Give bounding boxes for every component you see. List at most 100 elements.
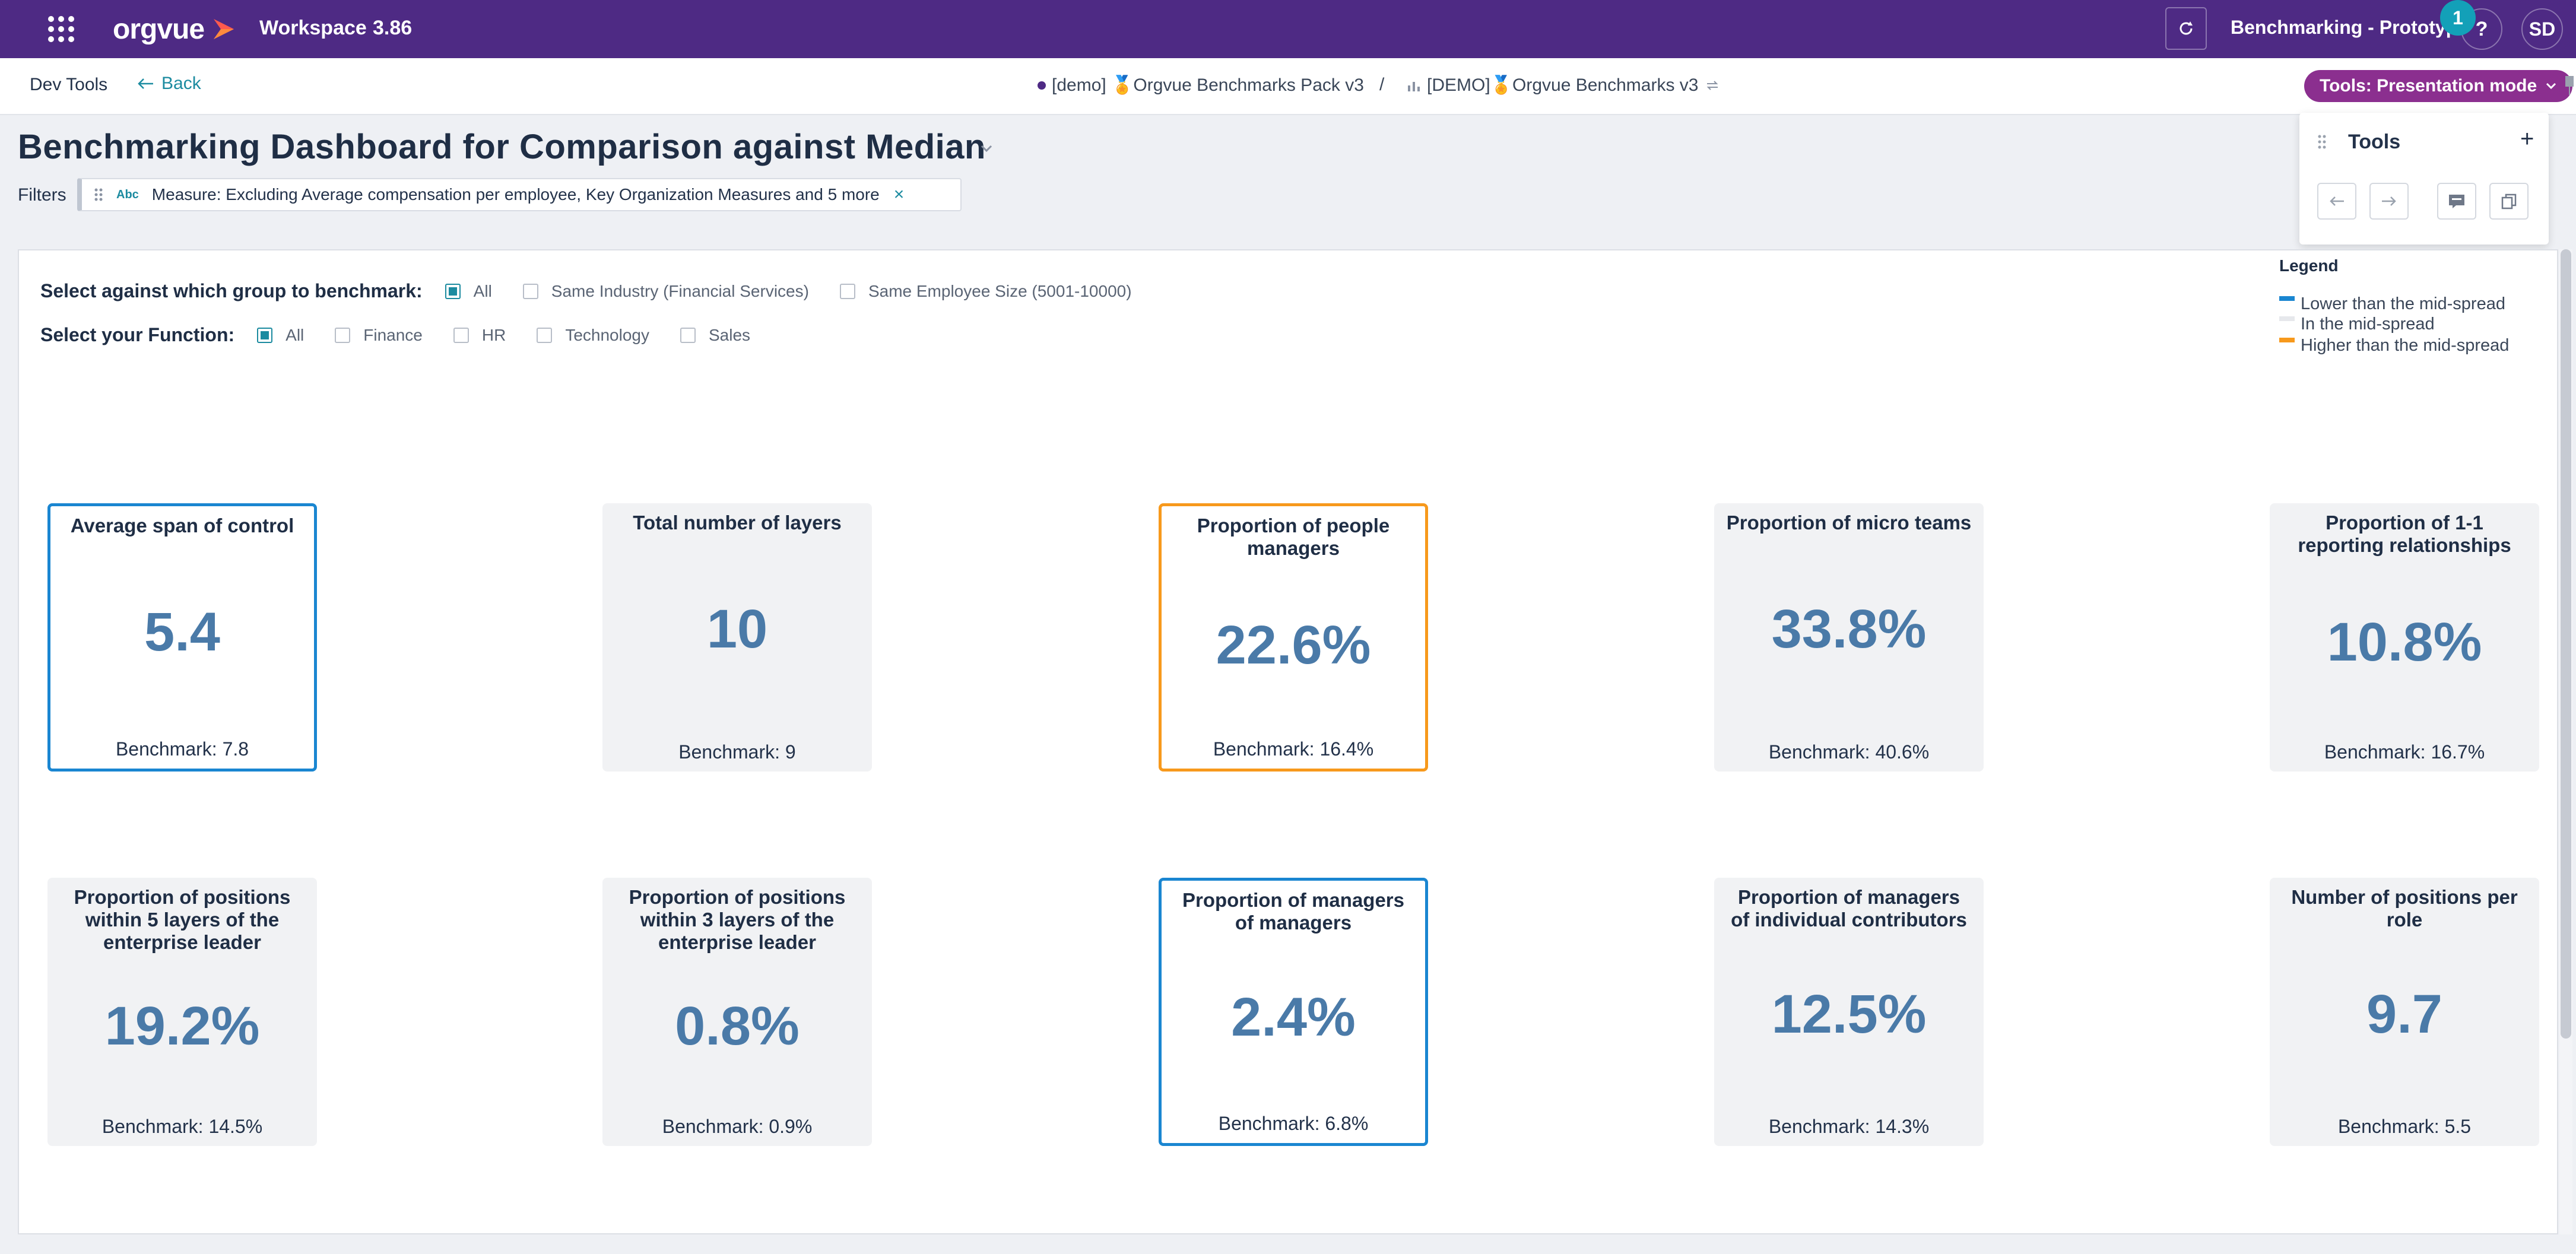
legend-swatch [2279, 316, 2295, 321]
kpi-card-title: Proportion of 1-1 reporting relationship… [2298, 512, 2511, 556]
title-chevron-down-icon[interactable] [978, 140, 995, 157]
tools-mode-label: Tools: Presentation mode [2320, 76, 2537, 96]
kpi-card[interactable]: Proportion of micro teams 33.8% Benchmar… [1714, 503, 1984, 772]
kpi-card-benchmark: Benchmark: 7.8 [115, 738, 249, 760]
group-option-checkbox[interactable] [839, 283, 855, 299]
function-option-checkbox[interactable] [453, 327, 469, 343]
tools-mode-dropdown[interactable]: Tools: Presentation mode [2304, 70, 2573, 102]
previous-button[interactable] [2317, 183, 2356, 220]
text-type-icon: Abc [116, 188, 139, 201]
function-option-checkbox[interactable] [680, 327, 696, 343]
copy-icon [2501, 193, 2517, 209]
separator-label: / [1379, 75, 1385, 94]
app-grid-icon[interactable] [46, 14, 76, 44]
kpi-card-title: Proportion of micro teams [1726, 512, 1972, 534]
kpi-card-value: 10 [706, 599, 768, 659]
function-option-checkbox[interactable] [335, 327, 351, 343]
help-label: ? [2475, 17, 2488, 40]
kpi-card[interactable]: Average span of control 5.4 Benchmark: 7… [47, 503, 317, 772]
kpi-card-value: 10.8% [2327, 612, 2482, 672]
arrow-left-icon [138, 78, 153, 89]
kpi-card-title: Proportion of positions within 3 layers … [629, 886, 846, 953]
function-option-label[interactable]: Finance [363, 325, 423, 344]
kpi-card-title: Proportion of people managers [1197, 515, 1390, 559]
comment-icon [2449, 195, 2464, 208]
breadcrumb-view[interactable]: [DEMO]🏅Orgvue Benchmarks v3 [1407, 75, 1720, 96]
back-label: Back [161, 74, 201, 93]
sync-icon[interactable] [1705, 78, 1720, 93]
kpi-card-title: Average span of control [70, 515, 294, 536]
function-option-checkbox[interactable] [257, 327, 273, 343]
kpi-card-title: Proportion of positions within 5 layers … [74, 886, 291, 953]
group-option-label[interactable]: All [473, 281, 492, 300]
group-option-checkbox[interactable] [522, 283, 538, 299]
kpi-card[interactable]: Proportion of positions within 5 layers … [47, 878, 317, 1146]
drag-handle-icon[interactable] [94, 188, 103, 202]
kpi-card-title: Number of positions per role [2291, 886, 2518, 931]
filters-label: Filters [18, 185, 66, 205]
copy-button[interactable] [2489, 183, 2529, 220]
kpi-card-value: 19.2% [104, 996, 260, 1056]
kpi-card-benchmark: Benchmark: 40.6% [1768, 741, 1930, 763]
kpi-card[interactable]: Proportion of managers of individual con… [1714, 878, 1984, 1146]
kpi-card-title: Proportion of managers of individual con… [1731, 886, 1967, 931]
measure-filter-chip[interactable]: Abc Measure: Excluding Average compensat… [77, 178, 962, 211]
add-tool-icon[interactable]: + [2520, 126, 2534, 152]
kpi-card-benchmark: Benchmark: 6.8% [1218, 1113, 1369, 1134]
kpi-card-value: 9.7 [2366, 984, 2442, 1045]
function-option-label[interactable]: Sales [709, 325, 751, 344]
dev-tools-link[interactable]: Dev Tools [30, 75, 108, 94]
legend-label: In the mid-spread [2301, 315, 2435, 334]
benchmark-group-label: Select against which group to benchmark: [40, 280, 423, 301]
comment-button[interactable] [2437, 183, 2476, 220]
workspace-title[interactable]: Workspace [259, 17, 367, 39]
kpi-card[interactable]: Total number of layers 10 Benchmark: 9 [602, 503, 872, 772]
legend-label: Lower than the mid-spread [2301, 294, 2505, 313]
kpi-card-title: Total number of layers [633, 512, 842, 534]
legend-item-lower: Lower than the mid-spread [2279, 294, 2505, 314]
notification-badge[interactable]: 1 [2440, 0, 2476, 36]
kpi-card[interactable]: Proportion of positions within 3 layers … [602, 878, 872, 1146]
logo-mark-icon [214, 19, 234, 39]
refresh-icon [2180, 21, 2193, 35]
kpi-card[interactable]: Proportion of people managers 22.6% Benc… [1159, 503, 1428, 772]
legend-title: Legend [2279, 256, 2339, 275]
user-avatar[interactable]: SD [2521, 8, 2563, 50]
kpi-card[interactable]: Proportion of managers of managers 2.4% … [1159, 878, 1428, 1146]
breadcrumb-pack[interactable]: [demo] 🏅Orgvue Benchmarks Pack v3 [1038, 75, 1364, 96]
kpi-card-benchmark: Benchmark: 14.3% [1768, 1116, 1930, 1137]
function-option-label[interactable]: Technology [565, 325, 649, 344]
group-option-label[interactable]: Same Industry (Financial Services) [551, 281, 809, 300]
kpi-card[interactable]: Proportion of 1-1 reporting relationship… [2270, 503, 2539, 772]
legend-item-mid: In the mid-spread [2279, 315, 2435, 334]
kpi-card-title: Proportion of managers of managers [1182, 889, 1405, 934]
bar-chart-icon [1408, 81, 1420, 91]
breadcrumb-separator: / [1379, 75, 1384, 95]
project-title: Benchmarking - Prototype [2231, 17, 2469, 38]
tools-panel: Tools + [2299, 113, 2549, 245]
legend-item-higher: Higher than the mid-spread [2279, 336, 2509, 355]
back-button[interactable]: Back [137, 74, 201, 94]
drag-handle-icon[interactable] [2317, 134, 2327, 150]
kpi-card-benchmark: Benchmark: 9 [678, 741, 796, 763]
kpi-card-value: 0.8% [675, 996, 800, 1056]
remove-filter-icon[interactable]: × [893, 185, 905, 204]
kpi-card[interactable]: Number of positions per role 9.7 Benchma… [2270, 878, 2539, 1146]
breadcrumb-view-label: [DEMO]🏅Orgvue Benchmarks v3 [1427, 75, 1699, 95]
function-option-label[interactable]: All [285, 325, 304, 344]
group-option-checkbox[interactable] [445, 283, 461, 299]
legend-label: Higher than the mid-spread [2301, 336, 2510, 355]
secondary-toolbar: Dev Tools Back [demo] 🏅Orgvue Benchmarks… [0, 58, 2576, 115]
pin-icon[interactable] [2563, 74, 2576, 97]
benchmark-group-selector: Select against which group to benchmark:… [40, 280, 1152, 302]
scrollbar-thumb[interactable] [2561, 249, 2571, 1039]
kpi-card-value: 12.5% [1771, 984, 1927, 1045]
group-option-label[interactable]: Same Employee Size (5001-10000) [868, 281, 1132, 300]
refresh-button[interactable] [2165, 7, 2207, 50]
function-option-label[interactable]: HR [481, 325, 506, 344]
kpi-card-benchmark: Benchmark: 0.9% [662, 1116, 813, 1137]
next-button[interactable] [2369, 183, 2409, 220]
function-option-checkbox[interactable] [537, 327, 553, 343]
orgvue-logo[interactable]: orgvue [113, 13, 240, 45]
kpi-card-benchmark: Benchmark: 16.7% [2324, 741, 2485, 763]
